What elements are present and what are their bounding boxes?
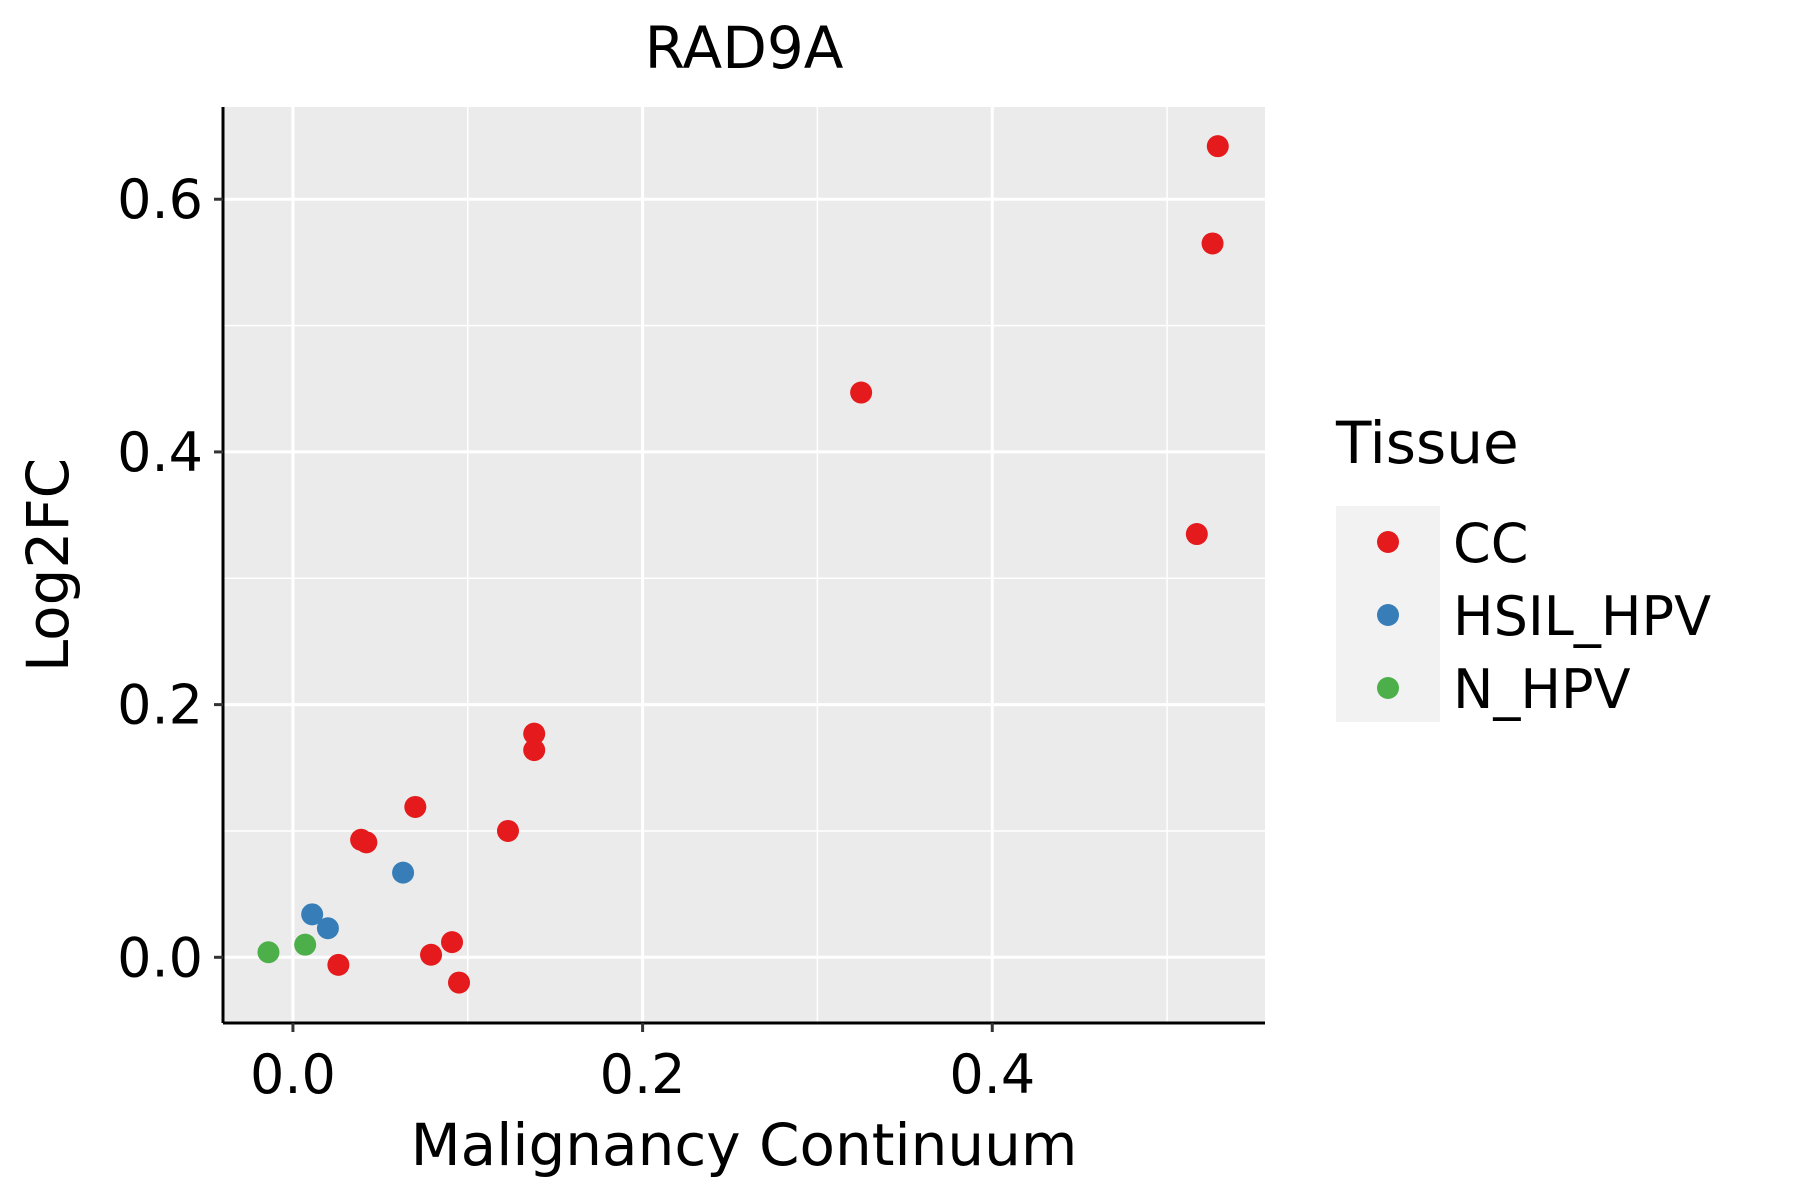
legend-label-cc: CC — [1453, 512, 1528, 575]
legend-key-cc — [1377, 531, 1399, 553]
point-cc — [355, 831, 378, 854]
x-axis-title: Malignancy Continuum — [411, 1111, 1078, 1179]
legend-title: Tissue — [1335, 409, 1519, 477]
grid-major-lines — [223, 107, 1265, 1023]
point-cc — [448, 971, 471, 994]
x-tick-label: 0.4 — [949, 1043, 1035, 1106]
legend: Tissue CC HSIL_HPV N_HPV — [1335, 409, 1711, 722]
grid-minor-lines — [223, 107, 1265, 1023]
point-cc — [850, 381, 873, 404]
legend-key-n-hpv — [1377, 677, 1399, 699]
point-hsil-hpv — [301, 903, 324, 926]
point-cc — [496, 819, 519, 842]
data-points — [257, 135, 1229, 994]
point-cc — [441, 931, 464, 954]
point-cc — [523, 739, 546, 762]
x-tick-label: 0.2 — [600, 1043, 686, 1106]
legend-key-hsil-hpv — [1377, 604, 1399, 626]
point-n-hpv — [257, 941, 280, 964]
plot-panel — [223, 107, 1265, 1023]
point-cc — [523, 722, 546, 745]
legend-items: CC HSIL_HPV N_HPV — [1377, 512, 1711, 721]
point-cc — [1206, 135, 1229, 158]
point-cc — [1185, 523, 1208, 546]
point-n-hpv — [294, 933, 317, 956]
y-axis-ticks: 0.0 0.2 0.4 0.6 — [117, 168, 223, 989]
point-hsil-hpv — [392, 861, 415, 884]
legend-label-n-hpv: N_HPV — [1453, 658, 1631, 721]
point-cc — [404, 795, 427, 818]
point-cc — [1201, 232, 1224, 255]
point-hsil-hpv — [316, 917, 339, 940]
chart-title: RAD9A — [645, 14, 844, 82]
point-cc — [420, 943, 443, 966]
x-axis-ticks: 0.0 0.2 0.4 — [250, 1023, 1035, 1106]
y-tick-label: 0.2 — [117, 674, 203, 737]
y-axis-title: Log2FC — [14, 458, 82, 672]
x-tick-label: 0.0 — [250, 1043, 336, 1106]
legend-label-hsil-hpv: HSIL_HPV — [1453, 585, 1711, 648]
point-cc — [327, 953, 350, 976]
y-tick-label: 0.6 — [117, 168, 203, 231]
y-tick-label: 0.0 — [117, 926, 203, 989]
y-tick-label: 0.4 — [117, 421, 203, 484]
